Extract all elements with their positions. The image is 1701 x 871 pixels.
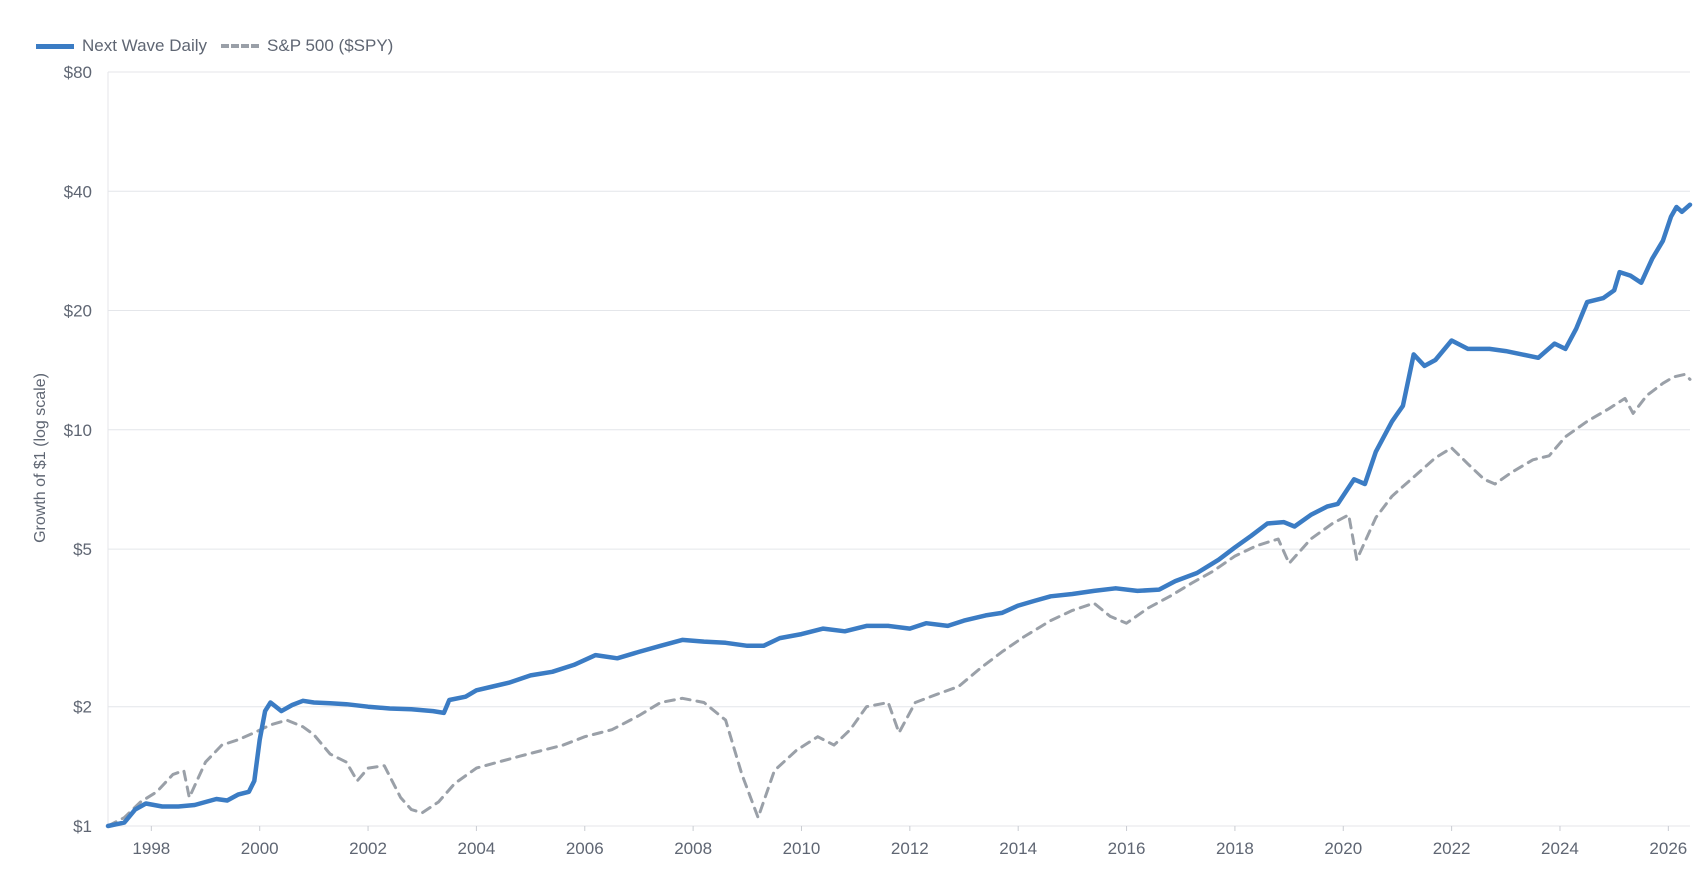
x-tick-label: 1998 xyxy=(132,839,170,858)
x-tick-label: 2014 xyxy=(999,839,1037,858)
legend-label-sp500: S&P 500 ($SPY) xyxy=(267,36,394,55)
legend-label-next-wave-daily: Next Wave Daily xyxy=(82,36,208,55)
legend-item-sp500[interactable]: S&P 500 ($SPY) xyxy=(221,36,393,56)
legend-swatch-sp500 xyxy=(221,44,260,48)
x-tick-label: 2020 xyxy=(1324,839,1362,858)
x-tick-label: 2016 xyxy=(1108,839,1146,858)
x-tick-label: 2018 xyxy=(1216,839,1254,858)
legend-swatch-next-wave-daily xyxy=(36,43,74,49)
y-tick-label: $40 xyxy=(64,182,92,201)
x-tick-label: 2010 xyxy=(783,839,821,858)
y-axis-title: Growth of $1 (log scale) xyxy=(32,373,49,543)
x-tick-label: 2006 xyxy=(566,839,604,858)
legend-item-next-wave-daily[interactable]: Next Wave Daily xyxy=(36,36,207,56)
x-tick-label: 2008 xyxy=(674,839,712,858)
y-tick-label: $5 xyxy=(73,540,92,559)
x-tick-label: 2026 xyxy=(1649,839,1687,858)
x-tick-label: 2024 xyxy=(1541,839,1579,858)
y-tick-label: $10 xyxy=(64,421,92,440)
x-tick-label: 2004 xyxy=(457,839,495,858)
x-tick-label: 2002 xyxy=(349,839,387,858)
legend: Next Wave Daily S&P 500 ($SPY) xyxy=(36,36,393,56)
x-tick-label: 2012 xyxy=(891,839,929,858)
series-line-sp500 xyxy=(106,372,1692,828)
y-tick-label: $2 xyxy=(73,698,92,717)
x-tick-label: 2022 xyxy=(1433,839,1471,858)
y-tick-label: $20 xyxy=(64,302,92,321)
x-tick-label: 2000 xyxy=(241,839,279,858)
y-tick-label: $1 xyxy=(73,817,92,836)
y-tick-label: $80 xyxy=(64,63,92,82)
series-layer xyxy=(105,202,1693,829)
series-line-next-wave-daily xyxy=(105,202,1693,829)
axis-layer: $1 $2 $5 $10 $20 $40 $80 1998 2000 2002 2004 2006 20… xyxy=(64,63,1688,858)
